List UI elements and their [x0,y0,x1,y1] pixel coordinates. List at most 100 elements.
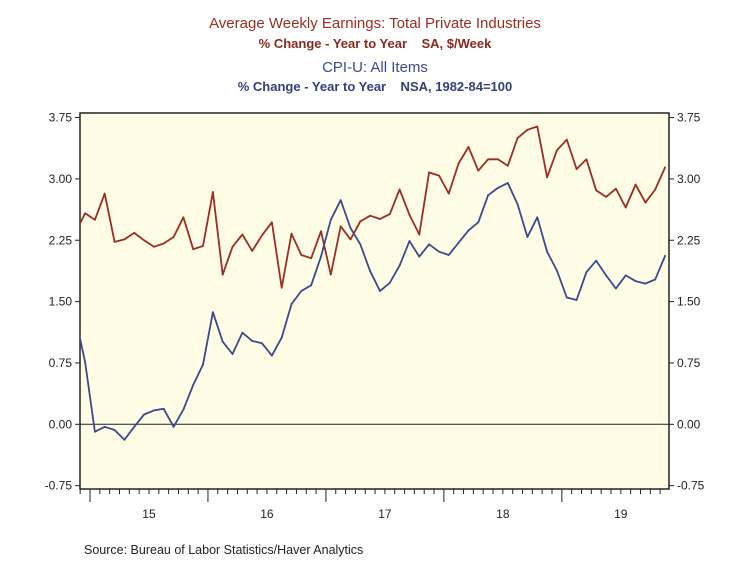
data-point-cpi [575,299,578,301]
y-tick-label-left: 3.75 [49,111,73,125]
x-tick-label: 16 [260,507,274,521]
data-point-cpi [123,438,126,441]
data-point-earnings [359,220,362,223]
data-point-earnings [221,273,224,276]
data-point-cpi [152,409,155,412]
data-point-earnings [143,239,145,242]
chart-subtitle-cpi: % Change - Year to Year NSA, 1982-84=100 [237,79,513,94]
data-point-cpi [320,255,322,258]
data-point-earnings [94,218,96,221]
data-point-earnings [506,164,509,167]
data-point-cpi [556,269,558,272]
data-point-earnings [103,192,106,195]
y-tick-label-right: 3.00 [677,172,701,186]
data-point-earnings [408,213,411,216]
data-point-earnings [280,286,283,289]
data-point-cpi [634,280,637,283]
data-point-earnings [477,169,480,172]
data-point-cpi [94,430,96,433]
data-point-earnings [398,188,401,191]
data-point-cpi [467,229,470,232]
data-point-cpi [310,284,313,287]
data-point-cpi [477,221,480,224]
data-point-cpi [546,250,548,253]
data-point-cpi [251,339,254,342]
chart-title-cpi: CPI-U: All Items [322,59,428,76]
x-tick-label: 15 [142,507,156,521]
data-point-cpi [457,241,460,244]
data-point-earnings [123,238,126,241]
data-point-earnings [595,189,598,192]
data-point-earnings [152,245,155,248]
data-point-earnings [487,158,490,161]
y-tick-label-left: 2.25 [49,233,73,247]
data-point-cpi [74,315,76,317]
data-point-cpi [418,255,421,258]
y-tick-label-left: -0.75 [45,479,73,493]
data-point-earnings [320,230,322,233]
data-point-earnings [526,128,529,131]
plot-area [79,112,670,490]
data-point-cpi [84,361,86,364]
data-point-earnings [290,232,293,235]
data-point-earnings [615,187,617,190]
data-point-earnings [172,236,175,238]
data-point-earnings [74,232,76,234]
data-point-cpi [526,236,529,238]
data-point-cpi [290,303,293,305]
data-point-cpi [654,278,657,281]
data-point-cpi [408,240,411,242]
data-point-earnings [329,273,332,276]
data-point-cpi [202,363,204,366]
data-point-earnings [241,233,244,236]
data-point-cpi [143,413,145,416]
data-point-earnings [388,213,391,215]
data-point-cpi [359,243,362,246]
data-point-earnings [516,137,519,139]
y-tick-label-right: 3.75 [677,111,701,125]
data-point-earnings [634,183,637,186]
data-point-cpi [615,287,617,290]
data-point-cpi [516,203,519,206]
data-point-cpi [349,227,352,229]
data-point-earnings [349,238,352,241]
data-point-cpi [211,311,214,314]
data-point-cpi [624,274,627,277]
data-point-cpi [241,331,244,334]
data-point-earnings [467,146,470,148]
data-point-earnings [438,174,440,177]
data-point-cpi [113,429,116,431]
data-point-earnings [497,158,499,161]
x-tick-label: 18 [496,507,510,521]
data-point-cpi [487,194,490,197]
data-point-cpi [133,425,136,428]
data-point-earnings [270,221,273,224]
data-point-earnings [162,242,165,245]
data-point-earnings [84,212,86,215]
data-point-earnings [418,233,421,236]
data-point-earnings [447,192,450,195]
y-tick-label-left: 3.00 [49,172,73,186]
data-point-cpi [595,259,598,262]
data-point-cpi [506,182,509,184]
y-tick-label-right: 1.50 [677,295,701,309]
data-point-earnings [251,249,254,252]
data-point-earnings [536,125,539,128]
data-point-earnings [585,158,588,161]
data-point-cpi [261,342,263,345]
data-point-earnings [624,206,627,209]
y-tick-label-left: 0.75 [49,356,73,370]
data-point-cpi [379,290,381,292]
data-point-earnings [644,201,647,204]
data-point-earnings [113,240,116,243]
data-point-cpi [388,281,391,284]
y-tick-label-right: -0.75 [677,479,705,493]
data-point-earnings [565,138,568,141]
data-point-cpi [585,271,588,274]
data-point-earnings [310,257,313,260]
chart-title-earnings: Average Weekly Earnings: Total Private I… [209,15,541,32]
chart-subtitle-earnings: % Change - Year to Year SA, $/Week [258,36,492,51]
data-point-earnings [202,245,204,247]
data-point-cpi [162,407,165,410]
